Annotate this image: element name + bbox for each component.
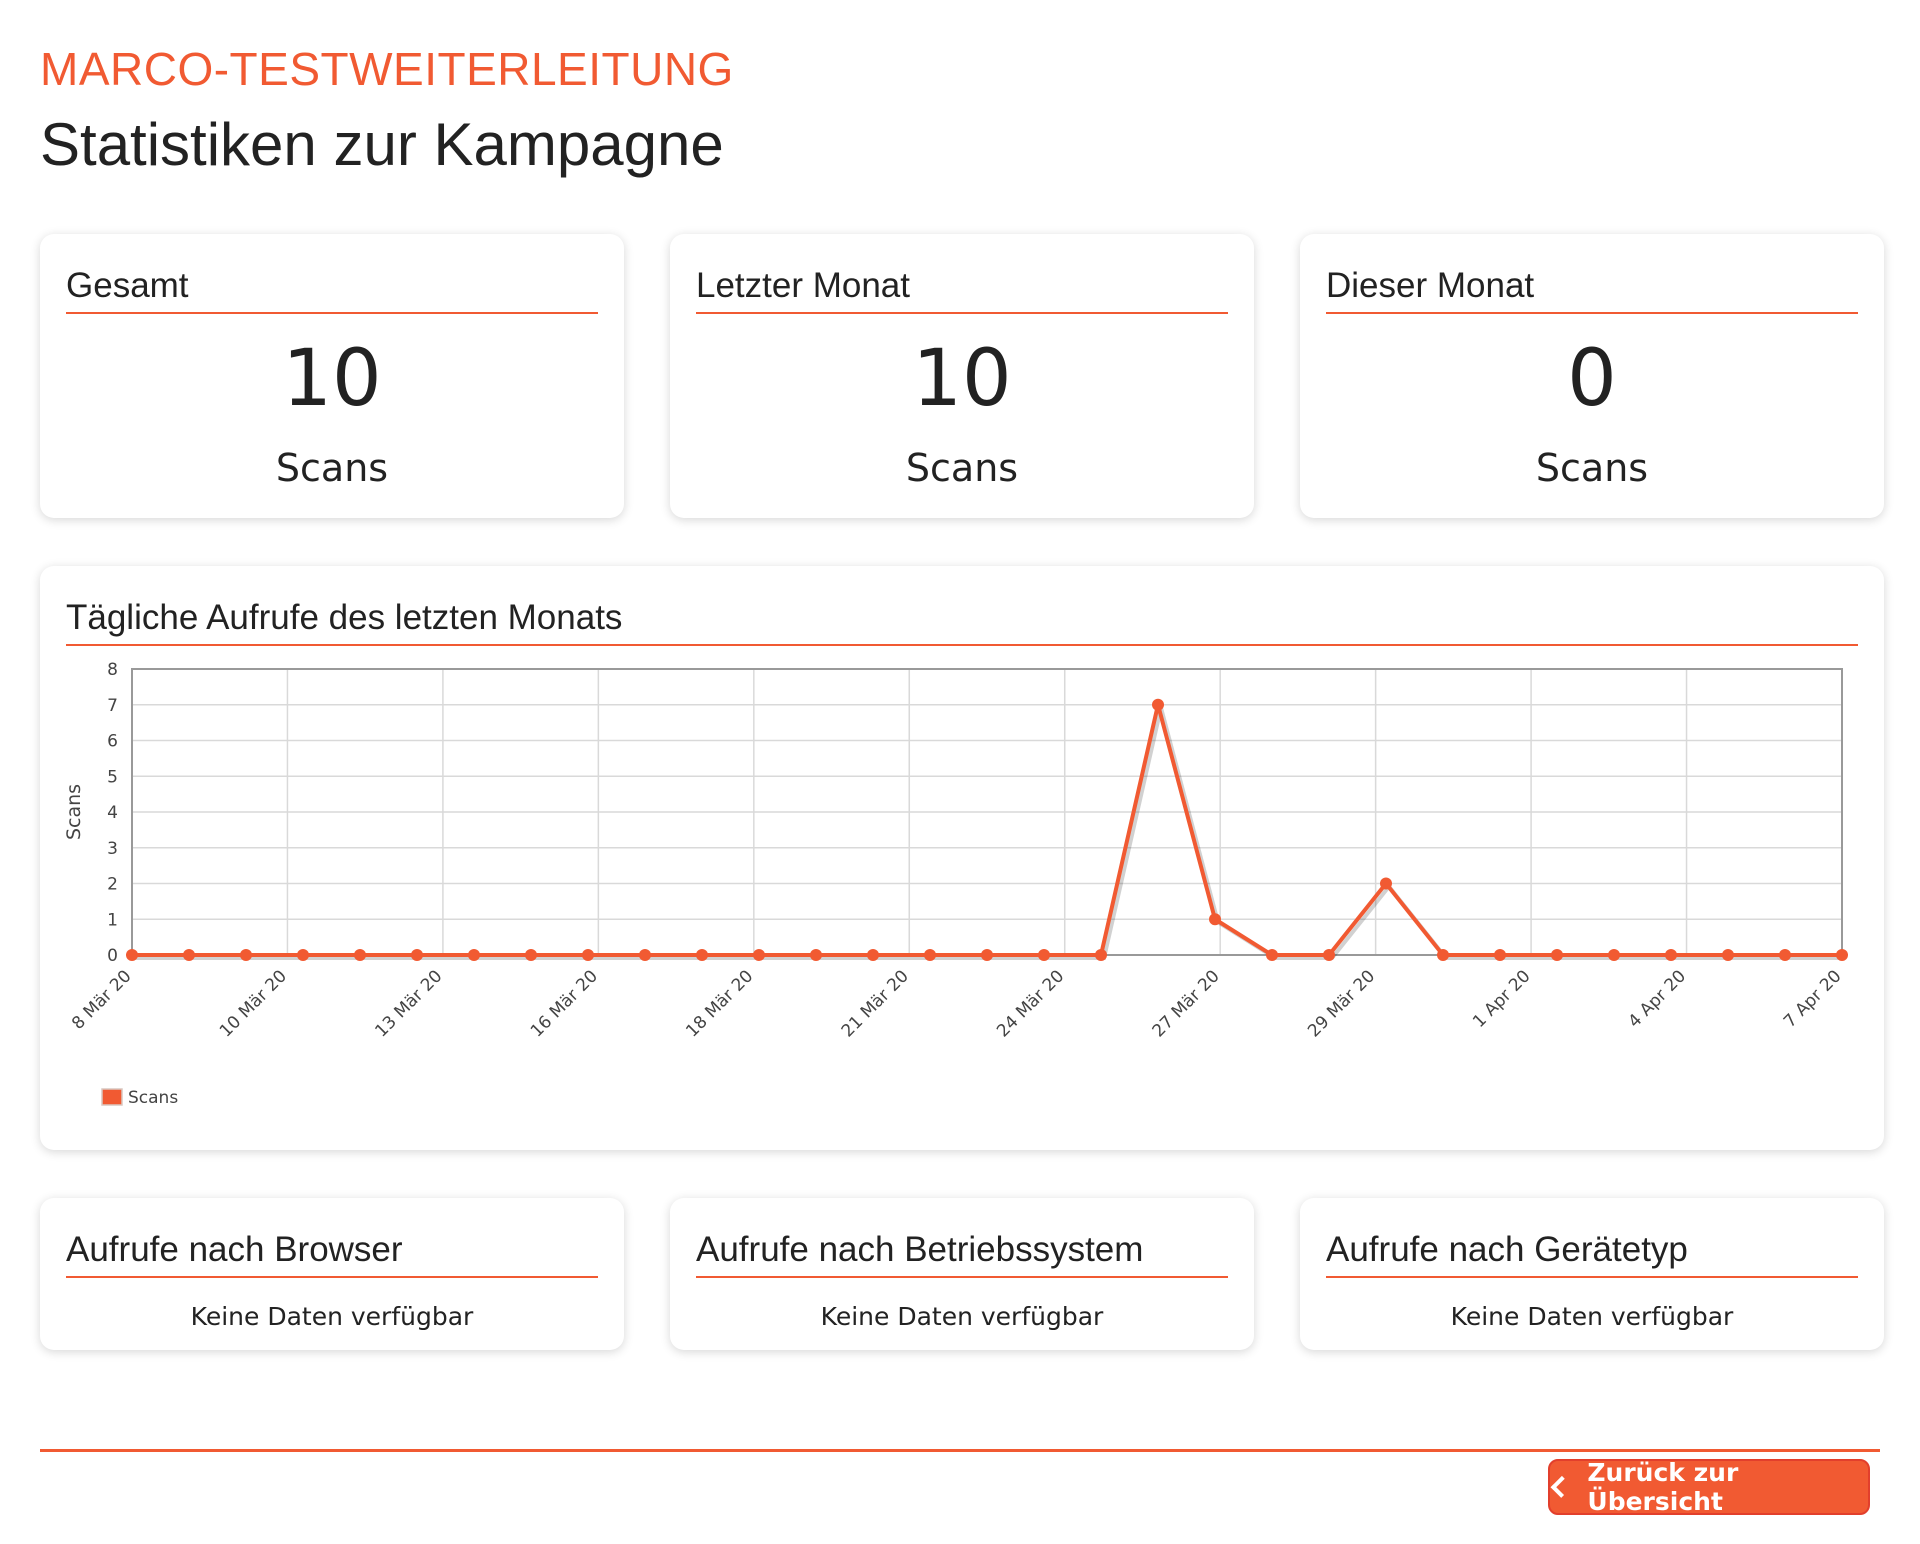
data-point <box>1608 949 1620 961</box>
chart-card: Tägliche Aufrufe des letzten Monats 0 1 2 3… <box>40 566 1884 1150</box>
x-tick-label: 16 Mär 20 <box>527 966 602 1041</box>
data-point <box>183 949 195 961</box>
stat-card-last-month: Letzter Monat 10 Scans <box>670 234 1254 518</box>
x-tick-label: 24 Mär 20 <box>993 966 1068 1041</box>
x-tick-label: 1 Apr 20 <box>1469 966 1535 1032</box>
data-point <box>1038 949 1050 961</box>
y-tick-label: 0 <box>107 946 118 966</box>
y-tick-label: 1 <box>107 910 118 930</box>
stat-card-heading: Gesamt <box>66 264 598 314</box>
data-point <box>924 949 936 961</box>
x-tick-label: 7 Apr 20 <box>1780 966 1846 1032</box>
breakdown-card-browser: Aufrufe nach Browser Keine Daten verfügb… <box>40 1198 624 1350</box>
data-point <box>1779 949 1791 961</box>
data-point <box>240 949 252 961</box>
data-point <box>1836 949 1848 961</box>
chart-card-heading: Tägliche Aufrufe des letzten Monats <box>66 596 1858 646</box>
series-line-shadow <box>135 707 1845 960</box>
data-point <box>1437 949 1449 961</box>
x-tick-label: 27 Mär 20 <box>1149 966 1224 1041</box>
stat-card-heading: Letzter Monat <box>696 264 1228 314</box>
data-point <box>1209 913 1221 926</box>
x-tick-label: 4 Apr 20 <box>1625 966 1691 1032</box>
breakdown-card-device: Aufrufe nach Gerätetyp Keine Daten verfü… <box>1300 1198 1884 1350</box>
no-data-message: Keine Daten verfügbar <box>820 1302 1104 1331</box>
y-axis-label: Scans <box>63 784 85 840</box>
stat-card-this-month: Dieser Monat 0 Scans <box>1300 234 1884 518</box>
y-tick-label: 5 <box>107 767 118 787</box>
stat-value: 0 <box>1567 334 1617 424</box>
data-point <box>753 949 765 961</box>
stat-card-total: Gesamt 10 Scans <box>40 234 624 518</box>
legend-label: Scans <box>128 1088 178 1108</box>
data-point <box>1323 949 1335 961</box>
data-point <box>468 949 480 961</box>
data-point <box>1494 949 1506 961</box>
legend-swatch <box>101 1088 123 1106</box>
y-tick-label: 6 <box>107 732 118 752</box>
data-point <box>582 949 594 961</box>
data-point <box>525 949 537 961</box>
y-tick-label: 7 <box>107 696 118 716</box>
data-point <box>981 949 993 961</box>
data-point <box>867 949 879 961</box>
data-point <box>126 949 138 961</box>
data-point <box>1095 949 1107 961</box>
back-button-label: Zurück zur Übersicht <box>1587 1458 1739 1516</box>
y-tick-label: 3 <box>107 839 118 859</box>
breakdown-card-heading: Aufrufe nach Gerätetyp <box>1326 1228 1858 1278</box>
x-tick-label: 8 Mär 20 <box>68 966 135 1033</box>
data-point <box>1152 698 1164 711</box>
chevron-left-icon <box>1550 1475 1573 1499</box>
x-tick-label: 13 Mär 20 <box>371 966 446 1041</box>
data-point <box>1266 949 1278 961</box>
stat-value: 10 <box>282 334 382 424</box>
stat-unit: Scans <box>1535 446 1649 490</box>
stat-value: 10 <box>912 334 1012 424</box>
data-point <box>1665 949 1677 961</box>
breakdown-card-heading: Aufrufe nach Betriebssystem <box>696 1228 1228 1278</box>
data-point <box>696 949 708 961</box>
daily-scans-chart: 0 1 2 3 4 5 6 7 8 8 Mär 20 10 Mär 20 13 Mär 20 16 Mä… <box>63 660 1848 1108</box>
breakdown-card-os: Aufrufe nach Betriebssystem Keine Daten … <box>670 1198 1254 1350</box>
no-data-message: Keine Daten verfügbar <box>190 1302 474 1331</box>
data-point <box>1722 949 1734 961</box>
footer-divider <box>40 1449 1880 1452</box>
page-title: Statistiken zur Kampagne <box>40 111 724 178</box>
y-tick-label: 2 <box>107 875 118 895</box>
y-tick-label: 4 <box>107 803 118 823</box>
series-line-scans <box>132 702 1842 957</box>
y-tick-label: 8 <box>107 660 118 680</box>
stat-unit: Scans <box>275 446 389 490</box>
data-point <box>411 949 423 961</box>
x-tick-label: 21 Mär 20 <box>838 966 913 1041</box>
x-tick-label: 29 Mär 20 <box>1304 966 1379 1041</box>
no-data-message: Keine Daten verfügbar <box>1450 1302 1734 1331</box>
stat-unit: Scans <box>905 446 1019 490</box>
data-point <box>297 949 309 961</box>
data-point <box>1380 877 1392 890</box>
x-tick-label: 10 Mär 20 <box>216 966 291 1041</box>
data-point <box>354 949 366 961</box>
back-to-overview-button[interactable]: Zurück zur Übersicht <box>1548 1458 1870 1516</box>
campaign-name: MARCO-TESTWEITERLEITUNG <box>40 43 734 95</box>
stat-card-heading: Dieser Monat <box>1326 264 1858 314</box>
data-point <box>639 949 651 961</box>
breakdown-card-heading: Aufrufe nach Browser <box>66 1228 598 1278</box>
data-point <box>810 949 822 961</box>
data-point <box>1551 949 1563 961</box>
x-tick-label: 18 Mär 20 <box>682 966 757 1041</box>
